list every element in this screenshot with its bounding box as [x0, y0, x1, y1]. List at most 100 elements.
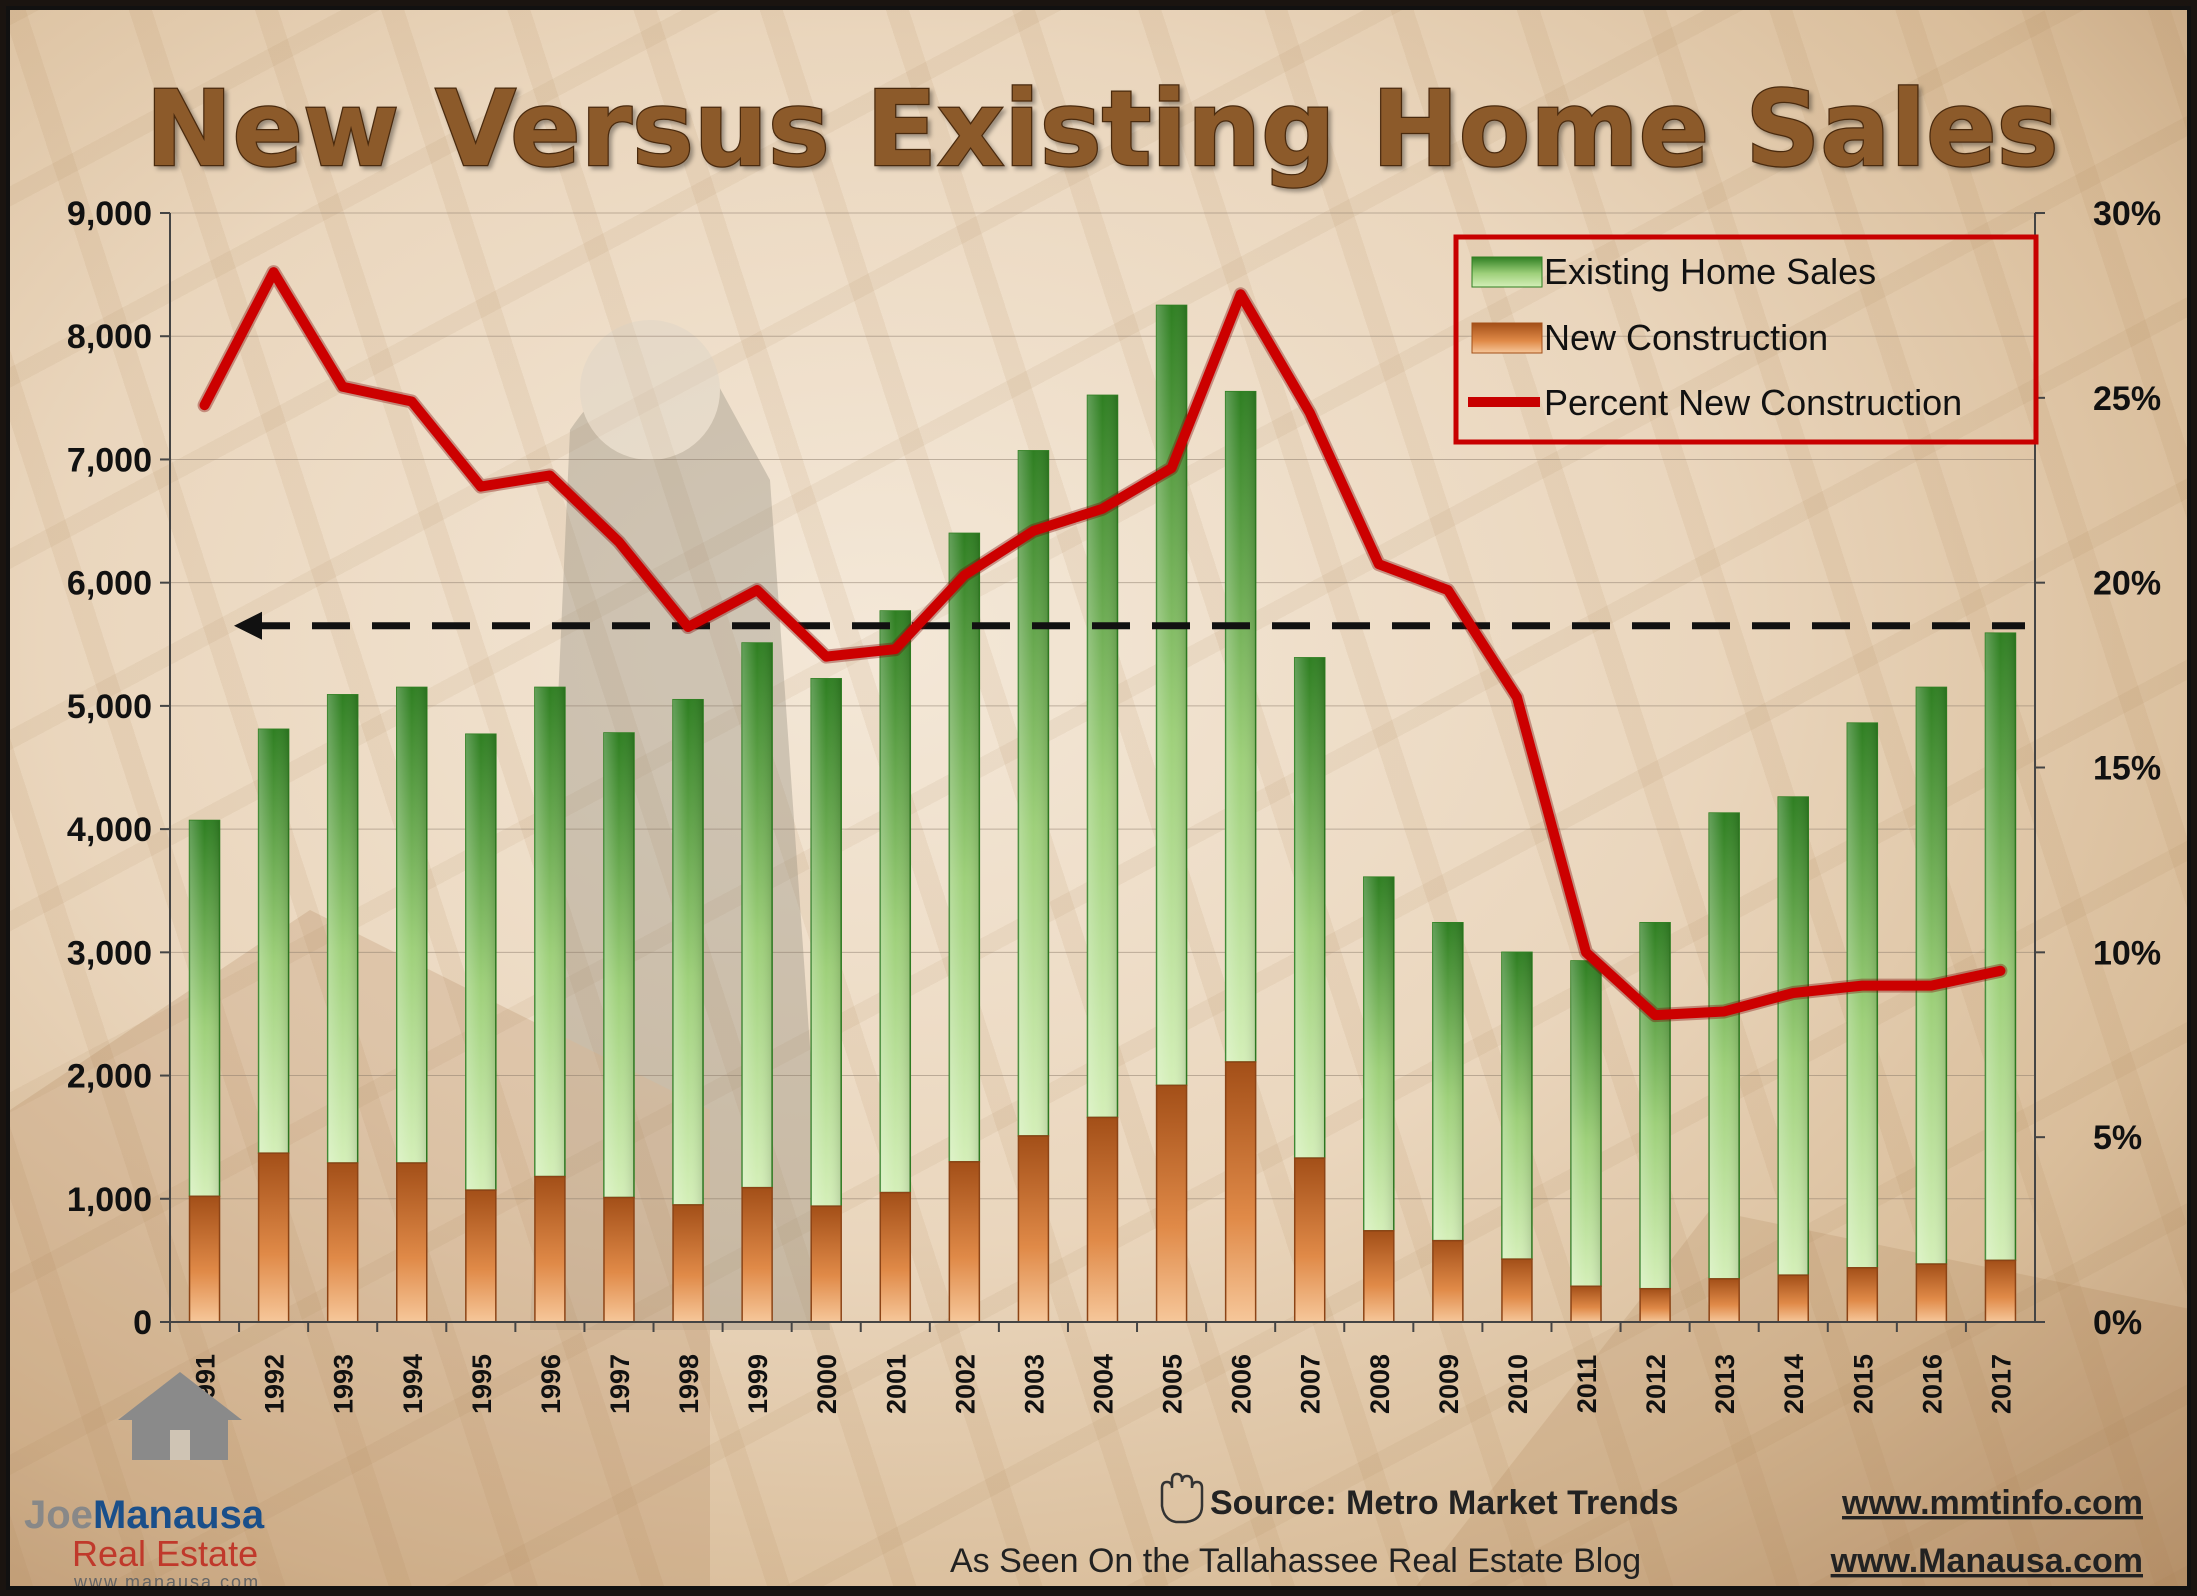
x-tick-label: 1993 [329, 1354, 359, 1414]
existing-bar-shine [1847, 723, 1878, 1268]
new-construction-bar [1915, 1263, 1948, 1323]
chart: New Versus Existing Home Sales 9,000 8,00… [10, 67, 2187, 1586]
new-construction-bar [1846, 1267, 1879, 1323]
legend-label-percent: Percent New Construction [1544, 382, 1962, 423]
x-tick-label: 2005 [1158, 1354, 1188, 1414]
x-tick-label: 2002 [950, 1354, 980, 1414]
existing-bar-shine [1018, 450, 1049, 1136]
existing-bar-shine [1709, 813, 1740, 1279]
x-tick-label: 1999 [743, 1354, 773, 1414]
legend: Existing Home Sales New Construction Per… [1453, 234, 2039, 445]
existing-bar-shine [811, 678, 842, 1207]
new-construction-bar [672, 1204, 704, 1323]
existing-bar-shine [465, 734, 496, 1191]
reference-arrow-icon [234, 611, 262, 640]
new-construction-bar [741, 1186, 773, 1323]
existing-bar-shine [742, 643, 773, 1188]
chart-title: New Versus Existing Home Sales [145, 68, 2058, 190]
existing-bar-shine [534, 687, 565, 1177]
x-tick-label: 2015 [1848, 1354, 1878, 1414]
blog-label: As Seen On the Tallahassee Real Estate B… [950, 1542, 1641, 1580]
y-axis-left: 9,000 8,000 7,000 6,000 5,000 4,000 3,000 2,000… [67, 195, 171, 1342]
existing-bar-shine [189, 820, 220, 1197]
x-tick-label: 2006 [1227, 1354, 1257, 1414]
x-tick-label: 2007 [1296, 1354, 1326, 1414]
source-label: Source: Metro Market Trends [1210, 1484, 1679, 1522]
x-tick-label: 2017 [1986, 1354, 2016, 1414]
x-tick-label: 1996 [536, 1354, 566, 1414]
x-tick-label: 2011 [1572, 1355, 1602, 1414]
logo-subtitle: Real Estate [72, 1533, 258, 1574]
x-tick-label: 2016 [1917, 1354, 1947, 1414]
new-construction-bar [603, 1196, 635, 1323]
y-tick-label: 8,000 [67, 318, 152, 356]
new-construction-bar [1363, 1230, 1395, 1323]
new-construction-bar [1639, 1287, 1671, 1323]
existing-bar-shine [396, 687, 427, 1164]
chart-frame: New Versus Existing Home Sales 9,000 8,00… [6, 6, 2191, 1590]
x-tick-label: 2013 [1710, 1354, 1740, 1414]
x-tick-label: 2000 [812, 1354, 842, 1414]
y-tick-label: 1,000 [67, 1181, 152, 1219]
x-tick-label: 1997 [605, 1354, 635, 1414]
y2-tick-label: 0% [2093, 1304, 2142, 1342]
footer: Source: Metro Market Trends www.mmtinfo.… [950, 1472, 2143, 1580]
existing-bar-shine [327, 694, 358, 1164]
new-construction-bar [326, 1162, 359, 1323]
blog-url[interactable]: www.Manausa.com [1830, 1542, 2143, 1580]
x-tick-label: 2010 [1503, 1354, 1533, 1414]
hand-icon [1160, 1472, 1204, 1524]
y-tick-label: 5,000 [67, 688, 152, 726]
source-url[interactable]: www.mmtinfo.com [1841, 1484, 2143, 1522]
existing-bar-shine [1363, 877, 1394, 1231]
house-icon [118, 1372, 242, 1460]
existing-bar-shine [1640, 922, 1671, 1289]
new-construction-bar [1086, 1116, 1119, 1323]
legend-swatch-existing [1471, 256, 1543, 288]
existing-bar-shine [1501, 952, 1532, 1260]
new-construction-bar [188, 1195, 221, 1323]
y-tick-label: 6,000 [67, 565, 152, 603]
y-tick-label: 0 [133, 1304, 152, 1342]
existing-bar-shine [1432, 922, 1463, 1241]
new-construction-bar [257, 1152, 290, 1323]
existing-bar-shine [673, 699, 704, 1205]
logo-text: JoeManausa [24, 1493, 265, 1537]
new-construction-bar [1293, 1157, 1326, 1323]
x-axis: 1991 1992 1993 1994 1995 1996 1997 1998 1999 2000… [169, 1321, 2035, 1414]
y-tick-label: 3,000 [67, 934, 152, 972]
new-construction-bar [1432, 1239, 1464, 1323]
new-construction-bar [1501, 1258, 1533, 1323]
logo: JoeManausa Real Estate www.manausa.com [24, 1372, 265, 1586]
x-tick-label: 1994 [398, 1354, 428, 1414]
y-tick-label: 4,000 [67, 811, 152, 849]
existing-bar-shine [880, 611, 911, 1193]
y-tick-label: 7,000 [67, 441, 152, 479]
new-construction-bar [1017, 1135, 1050, 1323]
new-construction-bar [1155, 1084, 1188, 1323]
existing-bar-shine [949, 533, 980, 1162]
new-construction-bar [1984, 1259, 2017, 1323]
new-construction-bar [396, 1162, 428, 1323]
new-construction-bar [1708, 1278, 1740, 1323]
y-axis-right: 30% 25% 20% 15% 10% 5% 0% [2034, 195, 2161, 1342]
new-construction-bar [948, 1161, 981, 1323]
legend-label-existing: Existing Home Sales [1544, 251, 1876, 292]
reference-line [234, 611, 2025, 640]
existing-bar-shine [258, 729, 289, 1154]
x-tick-label: 2004 [1089, 1354, 1119, 1414]
x-tick-label: 2014 [1779, 1354, 1809, 1414]
x-tick-label: 2009 [1434, 1354, 1464, 1414]
legend-label-new: New Construction [1544, 317, 1828, 358]
existing-bar-shine [1571, 960, 1602, 1287]
y2-tick-label: 30% [2093, 195, 2161, 233]
x-tick-label: 2012 [1641, 1354, 1671, 1414]
new-construction-bar [879, 1191, 912, 1323]
legend-swatch-new [1471, 322, 1543, 354]
new-construction-bar [1570, 1285, 1602, 1323]
new-construction-bar [810, 1205, 842, 1323]
percent-line-path [199, 267, 2006, 1021]
existing-bar-shine [1778, 797, 1809, 1276]
y2-tick-label: 5% [2093, 1119, 2142, 1157]
x-tick-label: 2008 [1365, 1354, 1395, 1414]
